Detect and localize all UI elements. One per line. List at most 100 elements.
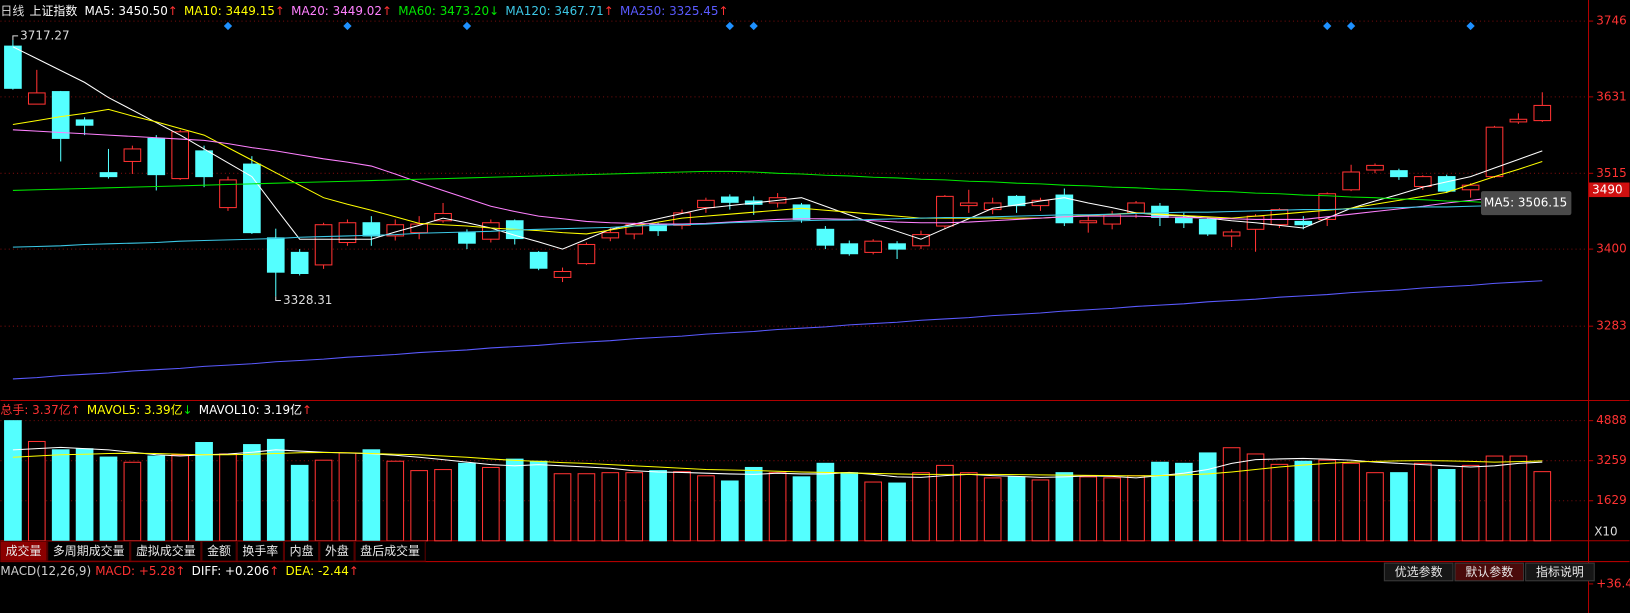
candle-body xyxy=(1270,209,1289,226)
volume-bar xyxy=(816,462,835,542)
candle-body xyxy=(243,163,261,234)
candle-body xyxy=(4,45,22,89)
tab[interactable] xyxy=(236,540,284,562)
tab[interactable] xyxy=(319,540,355,562)
tab-label[interactable]: 虚拟成交量 xyxy=(136,543,196,558)
candle-body xyxy=(362,222,381,237)
candle-body xyxy=(51,91,70,139)
volume-bar xyxy=(1222,447,1241,542)
candle-body xyxy=(625,224,644,235)
y-tick-label: 4888 xyxy=(1596,413,1626,427)
volume-bar xyxy=(1413,462,1432,542)
event-marker[interactable] xyxy=(462,21,472,31)
volume-bar xyxy=(1461,464,1480,542)
event-marker[interactable] xyxy=(1323,21,1332,31)
candle-body xyxy=(697,199,715,209)
volume-bar xyxy=(959,472,978,542)
volume-bar xyxy=(1103,477,1121,542)
tab[interactable] xyxy=(0,540,48,562)
tab-label[interactable]: 多周期成交量 xyxy=(53,543,125,558)
volume-bar xyxy=(697,475,715,542)
extreme-label: 3717.27 xyxy=(20,28,69,42)
volume-bar xyxy=(1437,469,1456,542)
event-marker[interactable] xyxy=(725,21,734,31)
volume-bar xyxy=(219,453,237,542)
candle-body xyxy=(195,150,213,178)
volume-bar xyxy=(505,458,524,542)
event-marker[interactable] xyxy=(749,21,758,31)
volume-bar xyxy=(792,476,811,542)
candle-body xyxy=(649,224,667,232)
volume-bar xyxy=(744,466,763,542)
tab-label[interactable]: 盘后成交量 xyxy=(360,543,420,558)
candle-body xyxy=(1342,171,1360,191)
event-marker[interactable] xyxy=(343,21,352,31)
candle-body xyxy=(888,243,906,250)
candle-body xyxy=(601,232,620,239)
legend-trend: ↑ xyxy=(275,4,285,18)
volume-bar xyxy=(529,460,548,542)
y-tick-label: 3515 xyxy=(1596,166,1626,180)
last-price-label: 3490 xyxy=(1592,182,1622,196)
legend-entry: DIFF: +0.206 xyxy=(192,564,270,578)
candle-body xyxy=(1103,214,1121,225)
candle-body xyxy=(577,243,596,265)
legend-entry: MA60: 3473.20 xyxy=(398,4,489,18)
legend-entry: MACD: +5.28 xyxy=(95,564,175,578)
candle-body xyxy=(1366,164,1384,171)
indicator-button-label[interactable]: 优选参数 xyxy=(1395,564,1443,579)
period: 日线 xyxy=(0,4,24,18)
indicator-button-label[interactable]: 指标说明 xyxy=(1536,564,1584,579)
candle-body xyxy=(792,204,811,220)
volume-bar xyxy=(553,473,572,542)
volume-bar xyxy=(458,462,476,542)
candle-body xyxy=(386,224,405,237)
tab-label[interactable]: 金额 xyxy=(207,543,231,558)
tab-label[interactable]: 内盘 xyxy=(290,543,314,558)
legend-trend: ↑ xyxy=(382,4,392,18)
volume-bar xyxy=(410,470,428,542)
volume-bar xyxy=(1342,462,1360,542)
tab[interactable] xyxy=(283,540,320,562)
candle-body xyxy=(1509,118,1528,123)
volume-bar xyxy=(673,471,691,542)
volume-bar xyxy=(1198,452,1217,542)
volume-bar xyxy=(840,472,859,542)
volume-bar xyxy=(1246,453,1265,542)
indicator-button[interactable] xyxy=(1454,562,1525,582)
event-marker[interactable] xyxy=(1466,21,1475,31)
indicator-title: MACD(12,26,9) xyxy=(0,564,91,578)
candle-body xyxy=(1007,195,1026,207)
legend-entry: MA120: 3467.71 xyxy=(505,4,603,18)
volume-bar xyxy=(768,472,787,542)
candle-body xyxy=(410,223,428,234)
tab-label[interactable]: 成交量 xyxy=(6,543,42,558)
legend-trend: ↑ xyxy=(269,564,279,578)
ma-line xyxy=(12,108,1543,235)
legend-entry: MA20: 3449.02 xyxy=(291,4,382,18)
legend-trend: ↓ xyxy=(183,403,193,417)
indicator-button[interactable] xyxy=(1383,562,1454,582)
volume-bar xyxy=(1127,475,1145,542)
indicator-button[interactable] xyxy=(1525,562,1595,582)
extreme-pointer xyxy=(275,296,281,302)
tab[interactable] xyxy=(130,540,202,562)
ma-line xyxy=(12,280,1543,380)
candle-body xyxy=(1079,220,1098,224)
legend-trend: ↑ xyxy=(604,4,614,18)
chart-title: 上证指数 xyxy=(30,3,78,18)
volume-bar xyxy=(266,438,285,542)
volume-bar xyxy=(314,459,333,542)
volume-bar xyxy=(720,480,739,542)
tab[interactable] xyxy=(201,540,237,562)
event-marker[interactable] xyxy=(1346,21,1356,31)
volume-bar xyxy=(1318,459,1337,542)
tab-label[interactable]: 换手率 xyxy=(242,543,278,558)
tab[interactable] xyxy=(47,540,131,562)
tab-label[interactable]: 外盘 xyxy=(325,543,349,558)
tab[interactable] xyxy=(354,540,426,562)
volume-bar xyxy=(434,469,452,542)
volume-bar xyxy=(649,470,667,542)
indicator-button-label[interactable]: 默认参数 xyxy=(1465,564,1513,579)
volume-bar xyxy=(123,461,142,542)
